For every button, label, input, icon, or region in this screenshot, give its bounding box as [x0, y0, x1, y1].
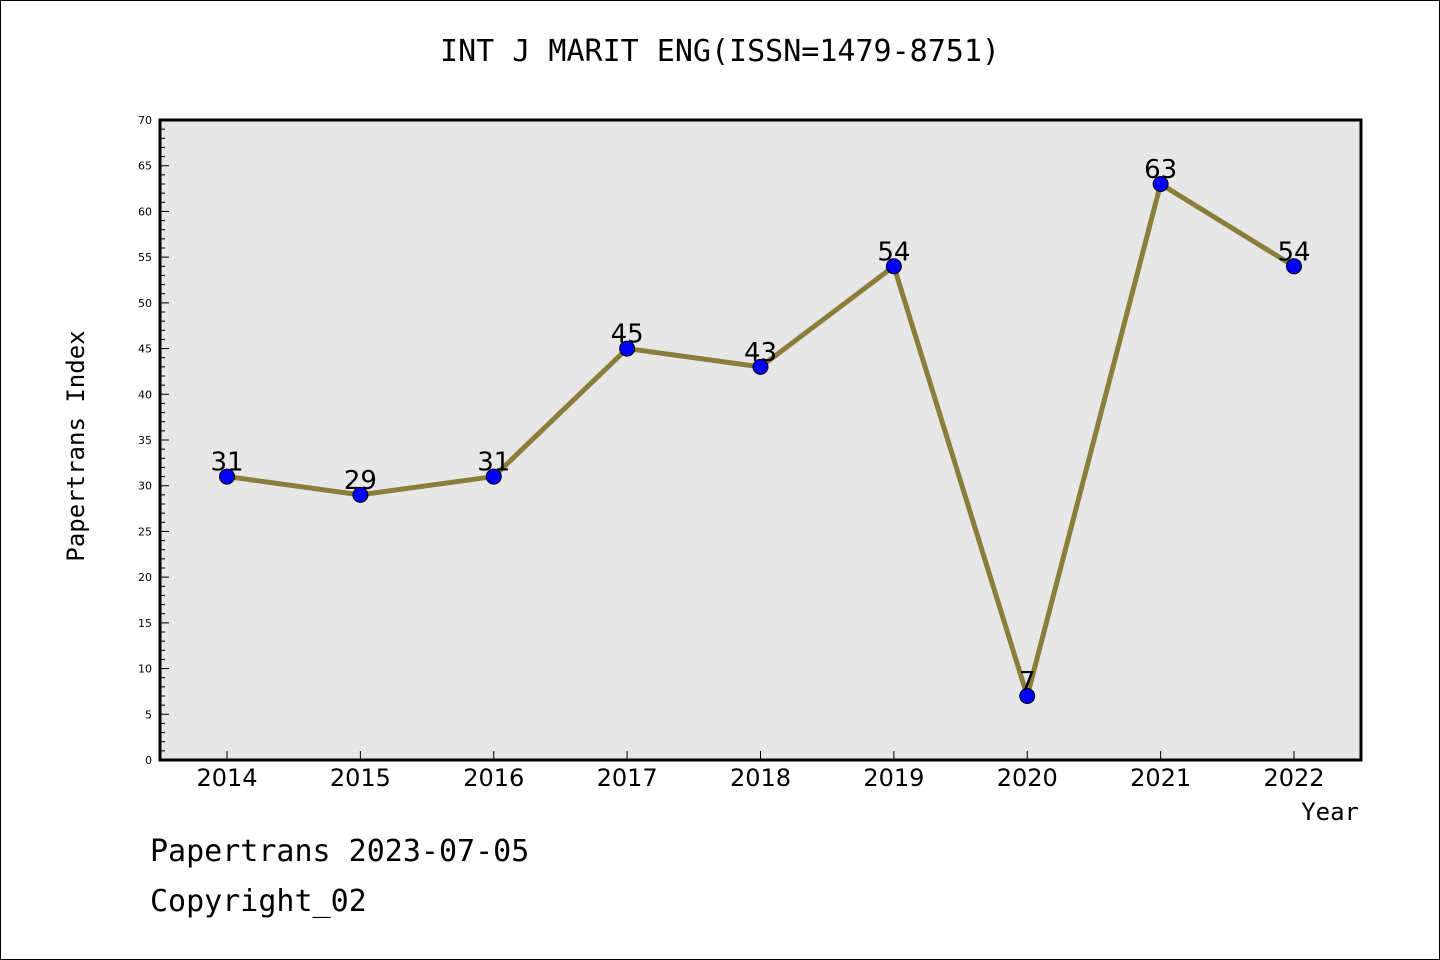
- chart-title: INT J MARIT ENG(ISSN=1479-8751): [440, 34, 1000, 69]
- data-label: 31: [210, 448, 243, 478]
- x-tick-label: 2015: [330, 764, 391, 792]
- data-label: 7: [1019, 667, 1036, 697]
- y-tick-label: 70: [138, 114, 152, 127]
- x-tick-label: 2018: [730, 764, 791, 792]
- y-tick-label: 30: [138, 480, 152, 493]
- x-tick-label: 2021: [1130, 764, 1191, 792]
- data-label: 63: [1144, 155, 1177, 185]
- data-label: 54: [1277, 237, 1310, 267]
- y-tick-label: 55: [138, 251, 152, 264]
- y-tick-label: 0: [145, 754, 152, 767]
- x-tick-label: 2016: [463, 764, 524, 792]
- y-tick-label: 60: [138, 205, 152, 218]
- x-tick-label: 2019: [863, 764, 924, 792]
- x-axis: 2014 2015 2016 2017 2018 2019 2020 2021 2022: [196, 751, 1325, 792]
- x-tick-label: 2020: [997, 764, 1058, 792]
- y-tick-label: 25: [138, 525, 152, 538]
- data-label: 31: [477, 448, 510, 478]
- x-tick-label: 2014: [196, 764, 257, 792]
- data-point: [885, 258, 902, 275]
- data-point: [752, 358, 769, 375]
- data-point: [1286, 258, 1302, 275]
- data-label: 45: [611, 320, 644, 350]
- plot-border: [158, 118, 1363, 762]
- x-tick-label: 2022: [1263, 764, 1324, 792]
- y-tick-label: 40: [138, 388, 152, 401]
- y-tick-label: 5: [145, 708, 152, 721]
- data-point: [1152, 176, 1169, 192]
- y-tick-label: 20: [138, 571, 152, 584]
- data-point: [1019, 688, 1036, 704]
- plot-area: [160, 120, 1361, 760]
- y-tick-label: 10: [138, 663, 152, 676]
- y-tick-label: 50: [138, 297, 152, 310]
- data-point: [619, 340, 636, 357]
- x-axis-title: Year: [1301, 798, 1359, 826]
- footer-date: Papertrans 2023-07-05: [150, 834, 530, 869]
- y-tick-label: 65: [138, 160, 152, 173]
- x-tick-label: 2017: [597, 764, 658, 792]
- data-label: 43: [744, 338, 777, 368]
- data-label: 29: [344, 466, 377, 496]
- data-point: [352, 486, 369, 503]
- data-point: [219, 468, 235, 485]
- y-tick-label: 45: [138, 343, 152, 356]
- footer-copyright: Copyright_02: [150, 884, 367, 919]
- data-label: 54: [877, 237, 910, 267]
- y-axis-title: Papertrans Index: [62, 330, 90, 561]
- y-tick-label: 15: [138, 617, 152, 630]
- series-layer: 31 29 31 45 43 54 7 63 54: [210, 155, 1311, 704]
- y-tick-label: 35: [138, 434, 152, 447]
- data-point: [485, 468, 502, 485]
